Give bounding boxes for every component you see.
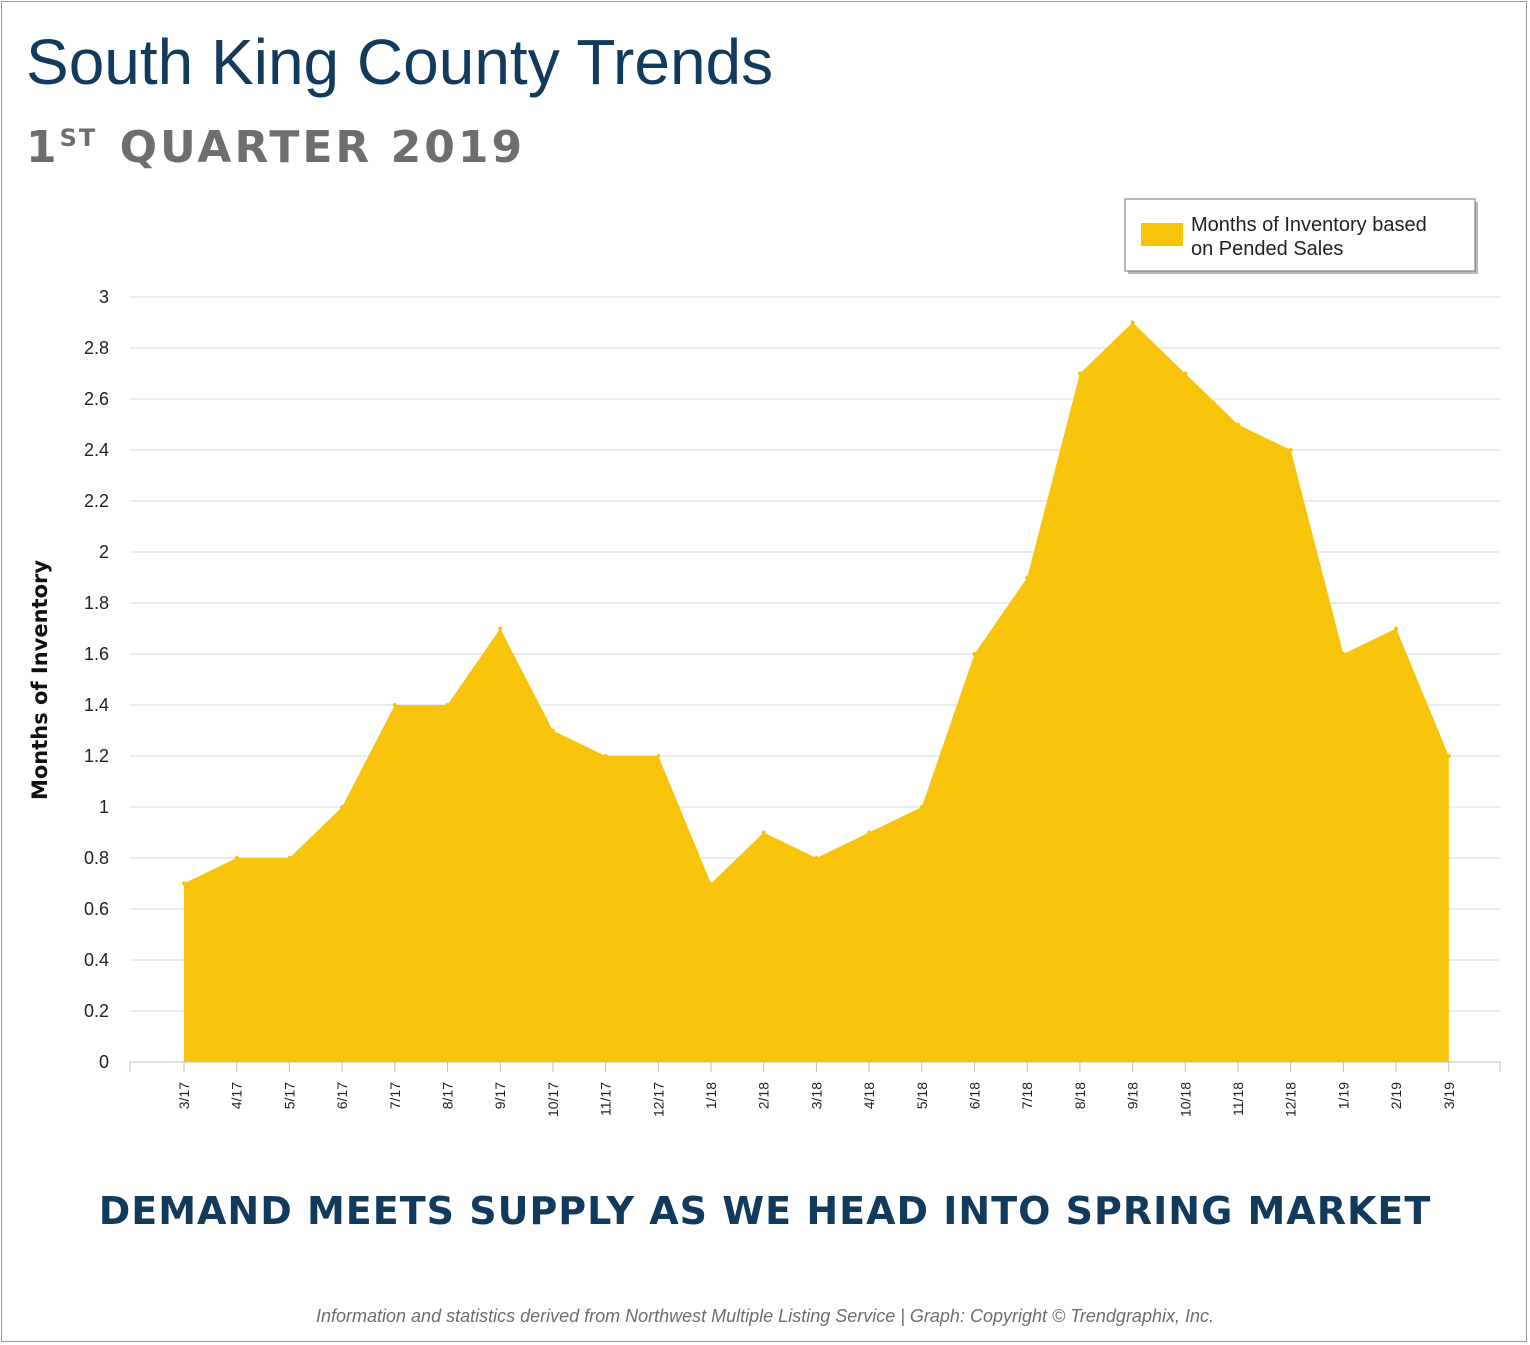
y-tick-label: 2 [99,542,109,562]
data-point [603,754,608,758]
y-tick-label: 1.2 [84,746,109,766]
data-point [1341,652,1346,656]
data-point [287,856,292,860]
y-tick-label: 0.8 [84,848,109,868]
data-point [1183,371,1188,376]
data-point [919,805,924,809]
data-point [972,652,977,656]
data-point [1288,448,1293,452]
x-tick-label: 12/18 [1283,1082,1299,1117]
x-tick-label: 4/18 [861,1082,877,1109]
x-tick-label: 12/17 [650,1082,666,1117]
series-area [184,322,1449,1062]
chart-legend: Months of Inventory based on Pended Sale… [1124,198,1478,274]
subtitle-ordinal-suffix: ST [59,124,98,152]
x-tick-label: 2/18 [756,1082,772,1109]
page-title: South King County Trends [26,26,774,98]
data-point [1077,371,1082,376]
y-tick-label: 1.4 [84,695,109,715]
y-tick-label: 0 [99,1052,109,1072]
x-tick-label: 3/18 [808,1082,824,1109]
x-tick-label: 10/18 [1177,1082,1193,1117]
x-tick-label: 9/18 [1125,1082,1141,1109]
data-point [234,856,239,860]
x-tick-label: 9/17 [492,1082,508,1109]
x-tick-label: 3/19 [1441,1082,1457,1109]
data-point [1394,626,1399,631]
y-tick-label: 2.6 [84,389,109,409]
headline: DEMAND MEETS SUPPLY AS WE HEAD INTO SPRI… [98,1189,1432,1233]
x-tick-label: 6/18 [967,1082,983,1109]
data-point [392,703,397,707]
y-tick-label: 0.4 [84,950,109,970]
data-point [182,881,186,886]
y-tick-label: 1.8 [84,593,109,613]
data-point [445,703,450,707]
x-tick-label: 7/17 [387,1082,403,1109]
data-point [1236,422,1240,427]
subtitle-ordinal: 1 [26,122,60,173]
chart-area-series [182,320,1451,1062]
x-tick-label: 6/17 [334,1082,350,1109]
x-tick-label: 8/18 [1072,1082,1088,1109]
chart-axes: 0 0.2 0.4 0.6 0.8 1 1.2 1.4 1.6 1.8 2 2.2 2.4 2.6 2.8 3… [84,287,1501,1117]
data-point [709,881,713,886]
y-tick-label: 0.6 [84,899,109,919]
data-point [1446,754,1451,758]
x-tick-label: 7/18 [1019,1082,1035,1109]
x-tick-label: 10/17 [545,1082,561,1117]
legend-label-line-2: on Pended Sales [1191,238,1343,260]
x-tick-label: 11/18 [1230,1082,1246,1116]
data-point [867,830,872,835]
y-tick-label: 3 [99,287,109,307]
data-point [1130,320,1135,325]
y-tick-label: 2.4 [84,440,109,460]
x-tick-label: 3/17 [176,1082,192,1109]
subtitle-quarter: QUARTER 2019 [119,122,526,173]
data-point [340,805,345,809]
y-axis-label: Months of Inventory [28,560,52,800]
y-tick-label: 2.2 [84,491,109,511]
legend-box [1124,198,1476,272]
x-tick-label: 1/18 [703,1082,719,1109]
y-tick-label: 2.8 [84,338,109,358]
x-tick-label: 5/17 [281,1082,297,1109]
x-tick-label: 4/17 [229,1082,245,1109]
data-point [656,754,661,758]
data-point [498,626,503,631]
data-point [761,830,766,835]
legend-swatch [1141,223,1183,246]
y-tick-label: 1 [99,797,109,817]
x-tick-label: 1/19 [1335,1082,1351,1109]
x-tick-label: 5/18 [914,1082,930,1109]
page-subtitle: 1ST QUARTER 2019 [26,126,525,170]
data-point [550,728,555,733]
y-tick-label: 1.6 [84,644,109,664]
x-tick-label: 2/19 [1388,1082,1404,1109]
y-tick-label: 0.2 [84,1001,109,1021]
data-point [1025,575,1030,580]
source-footer: Information and statistics derived from … [316,1306,1214,1326]
x-tick-label: 11/17 [598,1082,614,1116]
data-point [814,856,819,860]
x-tick-label: 8/17 [440,1082,456,1109]
legend-label-line-1: Months of Inventory based [1191,214,1427,236]
